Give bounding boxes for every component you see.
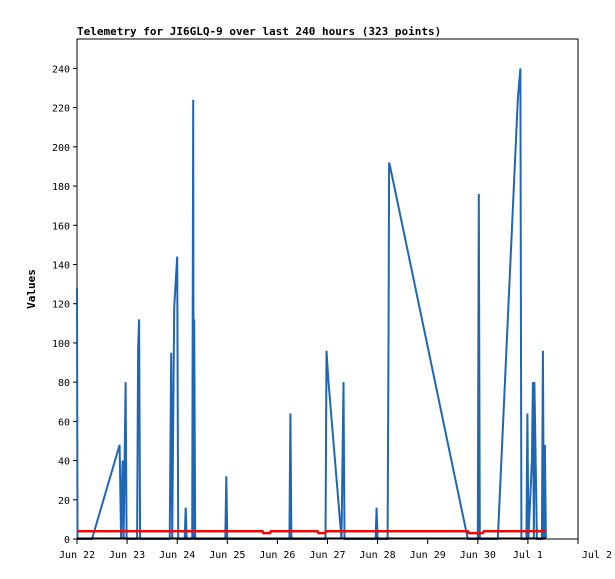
y-tick-label: 200 bbox=[52, 143, 70, 154]
x-tick-label: Jun 28 bbox=[360, 550, 396, 561]
y-axis-label: Values bbox=[25, 269, 38, 309]
y-tick-label: 0 bbox=[64, 535, 70, 546]
y-tick-label: 160 bbox=[52, 221, 70, 232]
y-tick-label: 180 bbox=[52, 182, 70, 193]
x-tick-label: Jun 26 bbox=[259, 550, 295, 561]
y-tick-label: 60 bbox=[58, 417, 70, 428]
x-tick-label: Jun 23 bbox=[109, 550, 145, 561]
y-tick-label: 140 bbox=[52, 260, 70, 271]
y-tick-label: 120 bbox=[52, 300, 70, 311]
x-tick-label: Jul 1 bbox=[513, 550, 543, 561]
y-tick-label: 100 bbox=[52, 339, 70, 350]
x-tick-label: Jun 30 bbox=[460, 550, 496, 561]
x-tick-label: Jun 25 bbox=[209, 550, 245, 561]
y-tick-label: 40 bbox=[58, 457, 70, 468]
x-axis: Jun 22 Jun 23 Jun 24 Jun 25 Jun 26 Jun 27 Jun … bbox=[59, 539, 612, 561]
series-line-2 bbox=[77, 529, 546, 535]
x-tick-label: Jun 24 bbox=[159, 550, 195, 561]
series-layer bbox=[76, 68, 547, 540]
chart-title: Telemetry for JI6GLQ-9 over last 240 hou… bbox=[77, 25, 441, 38]
plot-area bbox=[76, 38, 579, 540]
x-tick-label: Jul 2 bbox=[582, 550, 612, 561]
x-tick-label: Jun 22 bbox=[59, 550, 95, 561]
y-tick-label: 80 bbox=[58, 378, 70, 389]
y-axis: 0 20 40 60 80 100 120 140 160 180 200 220 240 bbox=[52, 64, 77, 546]
x-tick-label: Jun 29 bbox=[410, 550, 446, 561]
y-tick-label: 20 bbox=[58, 496, 70, 507]
y-tick-label: 240 bbox=[52, 64, 70, 75]
x-tick-label: Jun 27 bbox=[309, 550, 345, 561]
series-line-1 bbox=[76, 68, 547, 540]
y-tick-label: 220 bbox=[52, 104, 70, 115]
